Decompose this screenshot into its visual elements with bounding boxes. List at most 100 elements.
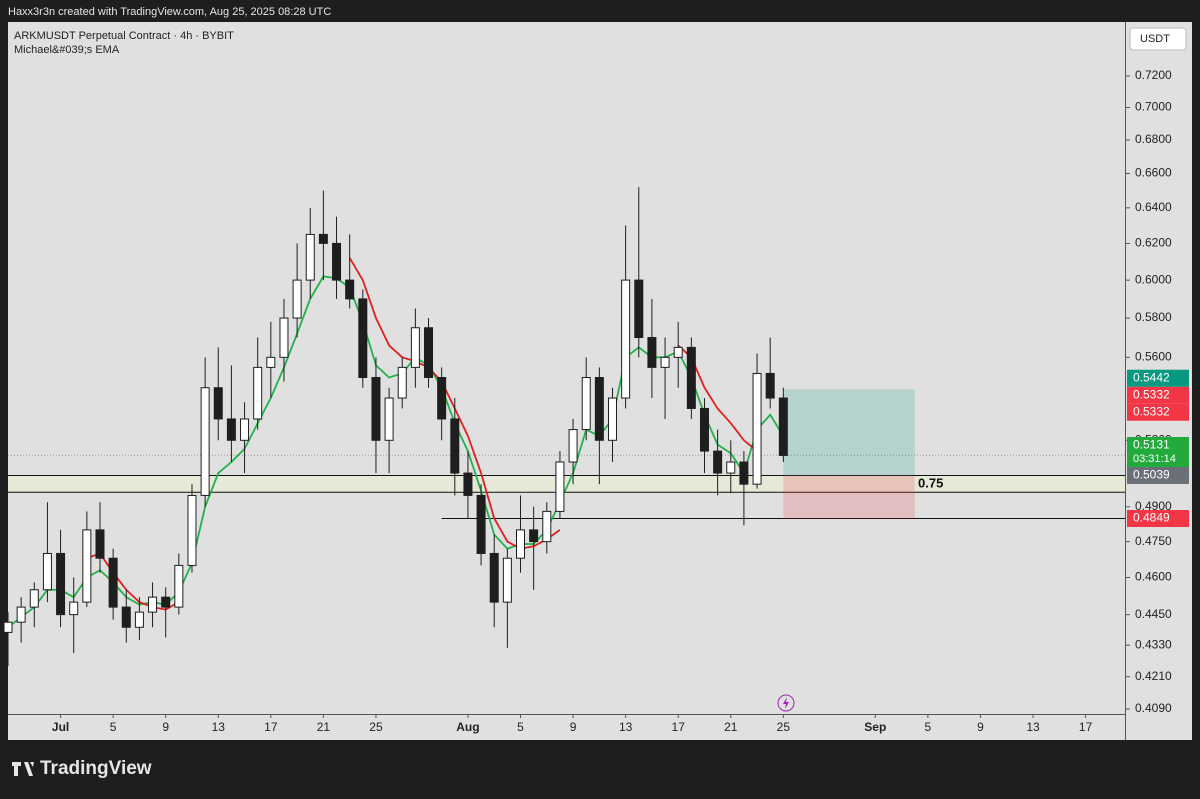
- x-tick-label: 25: [369, 720, 383, 734]
- candle-body: [371, 377, 381, 441]
- candle-body: [726, 461, 736, 474]
- candle-body: [161, 596, 171, 608]
- candle-body: [292, 279, 302, 319]
- y-tick-label: 0.6800: [1135, 132, 1172, 146]
- x-tick-label: 9: [570, 720, 577, 734]
- candle-body: [82, 529, 92, 603]
- candle-body: [607, 397, 617, 441]
- y-tick-label: 0.4900: [1135, 499, 1172, 513]
- x-tick-label: 25: [777, 720, 791, 734]
- candle-body: [305, 233, 315, 281]
- candle-body: [568, 429, 578, 463]
- candle-body: [673, 346, 683, 358]
- candle-body: [42, 552, 52, 591]
- y-tick-label: 0.7000: [1135, 100, 1172, 114]
- candle-body: [384, 397, 394, 441]
- y-tick-label: 0.4210: [1135, 669, 1172, 683]
- candle-body: [686, 346, 696, 409]
- header-text: Haxx3r3n created with TradingView.com, A…: [8, 6, 331, 18]
- candle-body: [410, 327, 420, 368]
- x-tick-label: 9: [162, 720, 169, 734]
- y-tick-label: 0.4600: [1135, 570, 1172, 584]
- price-label-box: [1127, 403, 1189, 421]
- candle-body: [16, 606, 26, 623]
- x-tick-label: 5: [925, 720, 932, 734]
- x-tick-label: Jul: [52, 720, 69, 734]
- candle-body: [332, 242, 342, 281]
- candle-body: [529, 529, 539, 543]
- candle-body: [437, 377, 447, 420]
- candle-body: [660, 356, 670, 368]
- countdown: 03:31:14: [1133, 453, 1176, 465]
- plot-area: [8, 22, 1125, 740]
- candle-body: [634, 279, 644, 339]
- x-tick-label: 17: [264, 720, 278, 734]
- price-label: 0.4849: [1133, 511, 1170, 525]
- chart-title: ARKMUSDT Perpetual Contract · 4h · BYBIT: [14, 30, 234, 42]
- candle-body: [516, 529, 526, 559]
- x-tick-label: Sep: [864, 720, 886, 734]
- price-label: 0.5131: [1133, 438, 1170, 452]
- candle-body: [121, 606, 131, 628]
- logo: [12, 762, 34, 776]
- currency: USDT: [1140, 33, 1170, 45]
- candle-body: [200, 387, 210, 496]
- event-icon[interactable]: [777, 694, 795, 712]
- candle-body: [502, 557, 512, 603]
- candle-body: [134, 611, 144, 628]
- candle-body: [266, 356, 276, 368]
- y-tick-label: 0.6600: [1135, 166, 1172, 180]
- candle-body: [318, 233, 328, 244]
- candle-body: [148, 596, 158, 613]
- x-tick-label: 17: [1079, 720, 1093, 734]
- x-tick-label: 21: [724, 720, 738, 734]
- x-tick-label: 13: [1026, 720, 1040, 734]
- candle-body: [489, 552, 499, 603]
- candle-body: [555, 461, 565, 512]
- candle-body: [69, 601, 79, 616]
- x-tick-label: 21: [317, 720, 331, 734]
- y-tick-label: 0.6000: [1135, 272, 1172, 286]
- candle-body: [713, 450, 723, 474]
- candle-body: [358, 298, 368, 379]
- y-tick-label: 0.5800: [1135, 310, 1172, 324]
- candle-body: [226, 418, 236, 441]
- candle-body: [699, 407, 709, 452]
- candle-body: [397, 366, 407, 399]
- y-tick-label: 0.4750: [1135, 534, 1172, 548]
- position-stop: [783, 475, 915, 519]
- candle-body: [29, 589, 39, 608]
- x-tick-label: 9: [977, 720, 984, 734]
- candle-body: [345, 279, 355, 300]
- y-tick-label: 0.4450: [1135, 607, 1172, 621]
- position-target: [783, 389, 915, 476]
- price-label-box: [1127, 510, 1189, 528]
- x-tick-label: 13: [212, 720, 226, 734]
- x-tick-label: 5: [110, 720, 117, 734]
- price-label-box: [1127, 466, 1189, 484]
- x-tick-label: 17: [672, 720, 686, 734]
- y-tick-label: 0.4090: [1135, 701, 1172, 715]
- candle-body: [581, 377, 591, 431]
- x-tick-label: Aug: [456, 720, 479, 734]
- currency-box[interactable]: [1129, 27, 1187, 51]
- price-label: 0.5442: [1133, 370, 1170, 384]
- candle-body: [3, 621, 13, 633]
- price-label-box: [1127, 436, 1189, 467]
- y-tick-label: 0.6200: [1135, 236, 1172, 250]
- candle-body: [253, 366, 263, 420]
- y-tick-label: 0.5600: [1135, 350, 1172, 364]
- indicator-name: Michael&#039;s EMA: [14, 44, 120, 56]
- candle-body: [240, 418, 250, 441]
- candle-body: [424, 327, 434, 379]
- zone-label: 0.75: [918, 475, 943, 490]
- candle-body: [95, 529, 105, 559]
- candle-body: [187, 494, 197, 566]
- candle-body: [739, 461, 749, 485]
- candle-body: [765, 372, 775, 399]
- x-tick-label: 13: [619, 720, 633, 734]
- price-label: 0.5039: [1133, 468, 1170, 482]
- price-label: 0.5332: [1133, 387, 1170, 401]
